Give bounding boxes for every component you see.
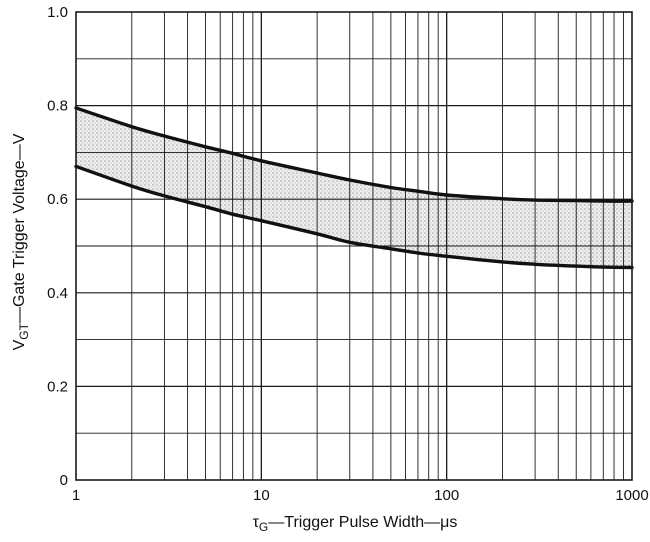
y-axis-label: VGT—Gate Trigger Voltage—V [11, 133, 31, 350]
x-axis-symbol: τ [253, 514, 260, 531]
shaded-band [76, 107, 632, 268]
y-tick-label: 0.6 [47, 191, 68, 208]
lower-limit-curve [74, 164, 634, 270]
x-tick-label: 1000 [615, 487, 648, 504]
upper-limit-curve [74, 106, 634, 203]
y-axis-text: —Gate Trigger Voltage—V [11, 133, 28, 323]
y-tick-label: 0.4 [47, 285, 68, 302]
y-tick-label: 0.2 [47, 378, 68, 395]
x-axis-text: —Trigger Pulse Width— [268, 514, 440, 531]
y-tick-label: 1.0 [47, 4, 68, 21]
y-tick-label: 0.8 [47, 98, 68, 115]
plot-frame [75, 11, 633, 481]
y-axis-symbol: V [11, 339, 28, 350]
y-axis-subscript: GT [17, 322, 31, 339]
x-tick-label: 10 [253, 487, 270, 504]
y-tick-label: 0 [60, 472, 68, 489]
x-axis-subscript: G [259, 520, 268, 534]
x-axis-label: τG—Trigger Pulse Width—μs [253, 514, 458, 534]
x-tick-label: 100 [434, 487, 459, 504]
x-axis-unit: μs [440, 514, 457, 531]
x-tick-label: 1 [72, 487, 80, 504]
